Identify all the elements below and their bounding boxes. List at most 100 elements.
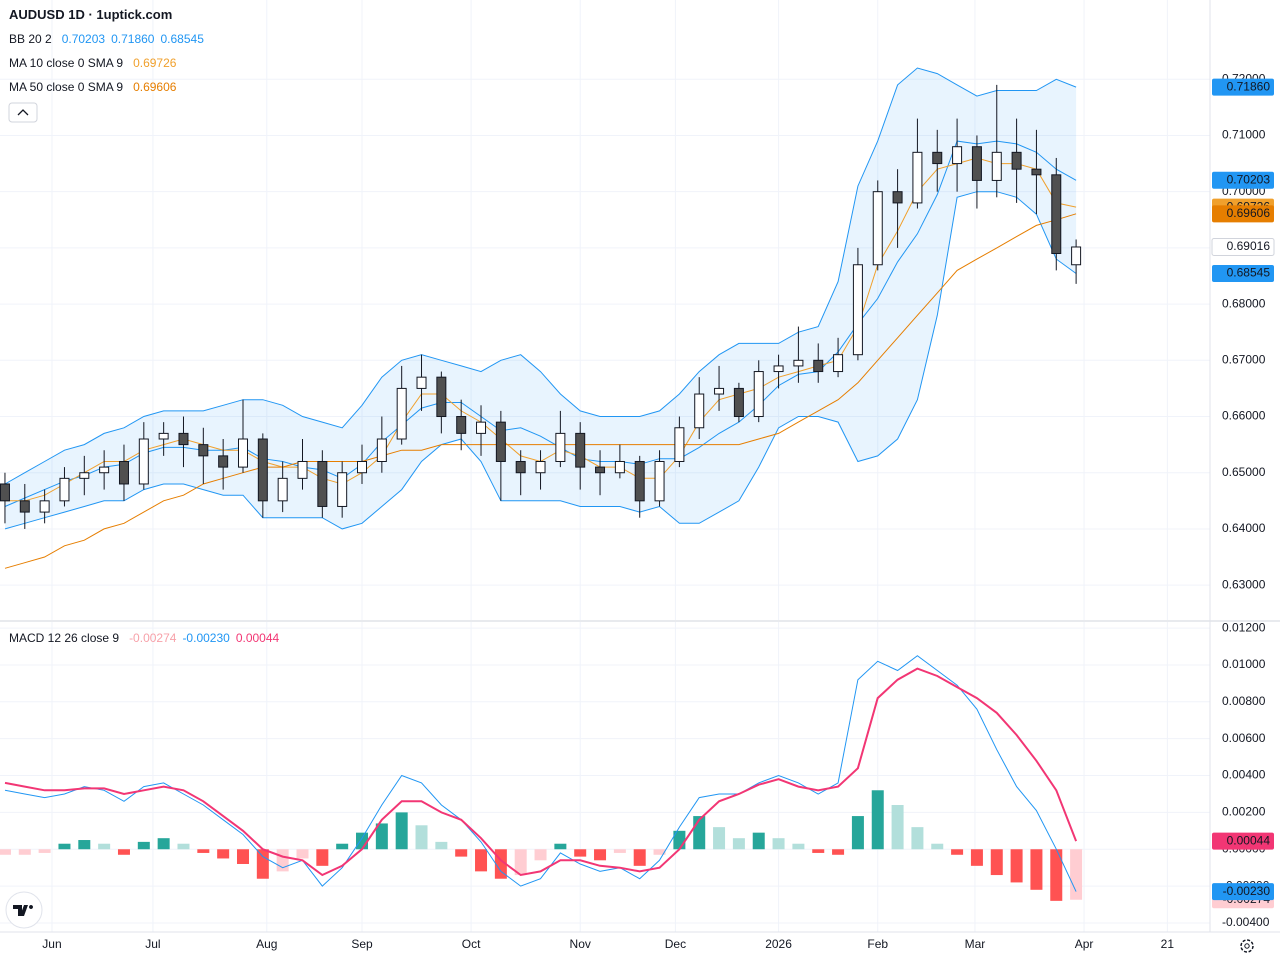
candle-body bbox=[833, 354, 844, 373]
histogram-bar bbox=[772, 838, 785, 850]
price-tag-label: 0.00044 bbox=[1227, 833, 1271, 847]
histogram-bar bbox=[256, 849, 269, 879]
histogram-bar bbox=[356, 832, 369, 850]
histogram-bar bbox=[554, 843, 567, 850]
candle-body bbox=[277, 477, 288, 502]
legend-row: BB 20 2 0.70203 0.71860 0.68545 bbox=[9, 32, 210, 46]
chart-title: AUDUSD 1D · 1uptick.com bbox=[9, 7, 173, 22]
candle-body bbox=[158, 432, 169, 440]
x-tick-label: 21 bbox=[1161, 937, 1175, 951]
histogram-bar bbox=[455, 849, 468, 857]
candle-body bbox=[733, 387, 744, 418]
axis: Jun Jul Aug Sep Oct Nov Dec 2026 Feb Mar Apr 21 0.63… bbox=[42, 71, 1275, 951]
histogram-bar bbox=[38, 849, 51, 853]
candle-body bbox=[1011, 151, 1022, 170]
collapse-button-box[interactable] bbox=[8, 102, 38, 123]
histogram-bar bbox=[732, 838, 745, 850]
histogram-bar bbox=[415, 825, 428, 850]
candle-body bbox=[297, 460, 308, 479]
candle-body bbox=[218, 455, 229, 468]
price-tag bbox=[1212, 832, 1274, 850]
candle-body bbox=[99, 466, 110, 474]
candle-body bbox=[495, 421, 506, 462]
candle-body bbox=[357, 460, 368, 474]
price-tag bbox=[1212, 205, 1274, 223]
x-tick-label: Jul bbox=[145, 937, 160, 951]
price-tag bbox=[1212, 78, 1274, 96]
candle-body bbox=[535, 460, 546, 474]
x-tick-label: Aug bbox=[256, 937, 277, 951]
histogram-bar bbox=[58, 843, 71, 850]
histogram-bar bbox=[0, 849, 11, 855]
last-price-tag bbox=[1211, 237, 1275, 256]
histogram-bar bbox=[336, 843, 349, 850]
y-tick-label: 0.63000 bbox=[1222, 577, 1266, 591]
y-tick-label: 0.01200 bbox=[1222, 620, 1266, 634]
price-tag bbox=[1212, 883, 1274, 901]
histogram-bar bbox=[98, 843, 111, 850]
histogram-bar bbox=[137, 841, 150, 850]
legend-value: 0.00044 bbox=[235, 631, 280, 645]
candle-body bbox=[654, 460, 665, 502]
price-tag-label: -0.00230 bbox=[1223, 884, 1271, 898]
histogram-bar bbox=[1070, 849, 1083, 900]
histogram-bar bbox=[594, 849, 607, 861]
histogram-bar bbox=[435, 841, 448, 850]
histogram-bar bbox=[236, 849, 249, 864]
histogram-bar bbox=[613, 849, 626, 853]
candle-body bbox=[595, 466, 606, 474]
legend-row: MACD 12 26 close 9 -0.00274 -0.00230 0.0004… bbox=[9, 631, 285, 645]
candle-body bbox=[694, 393, 705, 429]
candle-body bbox=[456, 416, 467, 434]
legend-value: 0.69726 bbox=[133, 56, 177, 70]
candle-body bbox=[317, 460, 328, 507]
price-tag-label: 0.71860 bbox=[1227, 79, 1271, 93]
settings-gear[interactable] bbox=[1240, 939, 1254, 953]
moving-average bbox=[4, 213, 1077, 569]
legend-row: MA 10 close 0 SMA 9 0.69726 bbox=[9, 56, 182, 70]
collapse-button[interactable] bbox=[8, 102, 38, 123]
candle-body bbox=[614, 460, 625, 474]
candle-body bbox=[198, 444, 209, 457]
settings-button[interactable] bbox=[1240, 939, 1254, 953]
histogram-bar bbox=[1010, 849, 1023, 883]
histogram-bar bbox=[713, 827, 726, 850]
x-tick-label: Sep bbox=[351, 937, 373, 951]
candle-body bbox=[1031, 168, 1042, 176]
histogram-bar bbox=[911, 827, 924, 850]
x-tick-label: Oct bbox=[462, 937, 481, 951]
candle-body bbox=[0, 483, 10, 502]
candle-body bbox=[1051, 174, 1062, 255]
y-tick-label: 0.00400 bbox=[1222, 768, 1266, 782]
histogram-bar bbox=[1030, 849, 1043, 890]
histogram-bar bbox=[217, 849, 230, 859]
y-tick-label: 0.00200 bbox=[1222, 805, 1266, 819]
histogram-bar bbox=[931, 843, 944, 850]
histogram-bar bbox=[871, 790, 884, 850]
candle-body bbox=[515, 460, 526, 474]
logo[interactable] bbox=[5, 891, 43, 929]
histogram-bar bbox=[1050, 849, 1063, 901]
histogram-bar bbox=[514, 849, 527, 876]
histogram-bar bbox=[157, 838, 170, 850]
histogram-bar bbox=[990, 849, 1003, 876]
histogram-bar bbox=[851, 816, 864, 850]
histogram-bar bbox=[951, 849, 964, 855]
y-tick-label: 0.65000 bbox=[1222, 465, 1266, 479]
candle-body bbox=[337, 472, 348, 507]
histogram-bar bbox=[633, 849, 646, 866]
candle-body bbox=[138, 438, 149, 485]
candle-body bbox=[753, 371, 764, 418]
histogram-bar bbox=[970, 849, 983, 866]
candle-body bbox=[952, 146, 963, 165]
grid bbox=[0, 0, 1210, 932]
candle-body bbox=[971, 146, 982, 181]
candle-body bbox=[575, 432, 586, 468]
y-tick-label: 0.00800 bbox=[1222, 694, 1266, 708]
candle-body bbox=[39, 500, 50, 513]
y-tick-label: 0.01000 bbox=[1222, 657, 1266, 671]
macd-line bbox=[4, 655, 1077, 892]
legend-value: -0.00230 bbox=[182, 631, 230, 645]
candle-body bbox=[714, 387, 725, 395]
